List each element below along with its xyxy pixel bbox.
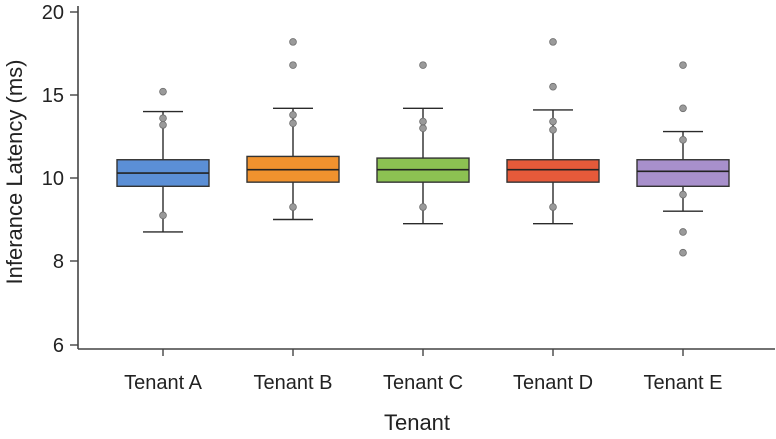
outlier-point bbox=[159, 211, 167, 220]
outlier-point bbox=[419, 124, 427, 132]
outlier-point bbox=[679, 104, 687, 113]
outlier-point bbox=[679, 228, 687, 236]
y-tick-label: 15 bbox=[42, 85, 64, 107]
x-ticks: Tenant A Tenant B Tenant C Tenant D Tenant E bbox=[124, 349, 722, 394]
outlier-point bbox=[549, 38, 557, 46]
outlier-point bbox=[289, 203, 297, 211]
outlier-point bbox=[549, 117, 557, 126]
outlier-point bbox=[289, 119, 297, 128]
outlier-point bbox=[549, 203, 557, 211]
y-ticks: 6 8 10 15 20 bbox=[42, 2, 78, 357]
outlier-point bbox=[679, 190, 687, 199]
box-group bbox=[636, 61, 730, 257]
outlier-point bbox=[289, 61, 297, 69]
outlier-point bbox=[159, 87, 167, 96]
iqr-box bbox=[506, 159, 600, 183]
outlier-point bbox=[159, 121, 167, 129]
outlier-point bbox=[289, 111, 297, 119]
outlier-point bbox=[549, 82, 557, 91]
outlier-point bbox=[679, 61, 687, 69]
x-tick-label: Tenant C bbox=[383, 372, 463, 394]
y-tick-label: 8 bbox=[53, 251, 64, 273]
outlier-point bbox=[159, 114, 167, 123]
y-tick-label: 10 bbox=[42, 168, 64, 190]
outlier-point bbox=[419, 117, 427, 126]
iqr-box bbox=[636, 159, 730, 188]
x-tick-label: Tenant A bbox=[124, 372, 203, 394]
x-tick-label: Tenant D bbox=[513, 372, 593, 394]
boxes-layer bbox=[116, 38, 730, 257]
box-group bbox=[376, 61, 470, 225]
x-tick-label: Tenant B bbox=[254, 372, 333, 394]
y-tick-label: 6 bbox=[53, 335, 64, 357]
outlier-point bbox=[549, 126, 557, 134]
y-tick-label: 20 bbox=[42, 2, 64, 24]
outlier-point bbox=[679, 248, 687, 257]
y-axis-title: Inferance Latency (ms) bbox=[2, 60, 27, 285]
x-tick-label: Tenant E bbox=[644, 372, 723, 394]
outlier-point bbox=[419, 61, 427, 69]
box-group bbox=[116, 87, 210, 233]
outlier-point bbox=[289, 38, 297, 46]
outlier-point bbox=[679, 136, 687, 144]
outlier-point bbox=[419, 203, 427, 211]
box-group bbox=[246, 38, 340, 221]
x-axis-title: Tenant bbox=[384, 410, 450, 435]
box-group bbox=[506, 38, 600, 225]
